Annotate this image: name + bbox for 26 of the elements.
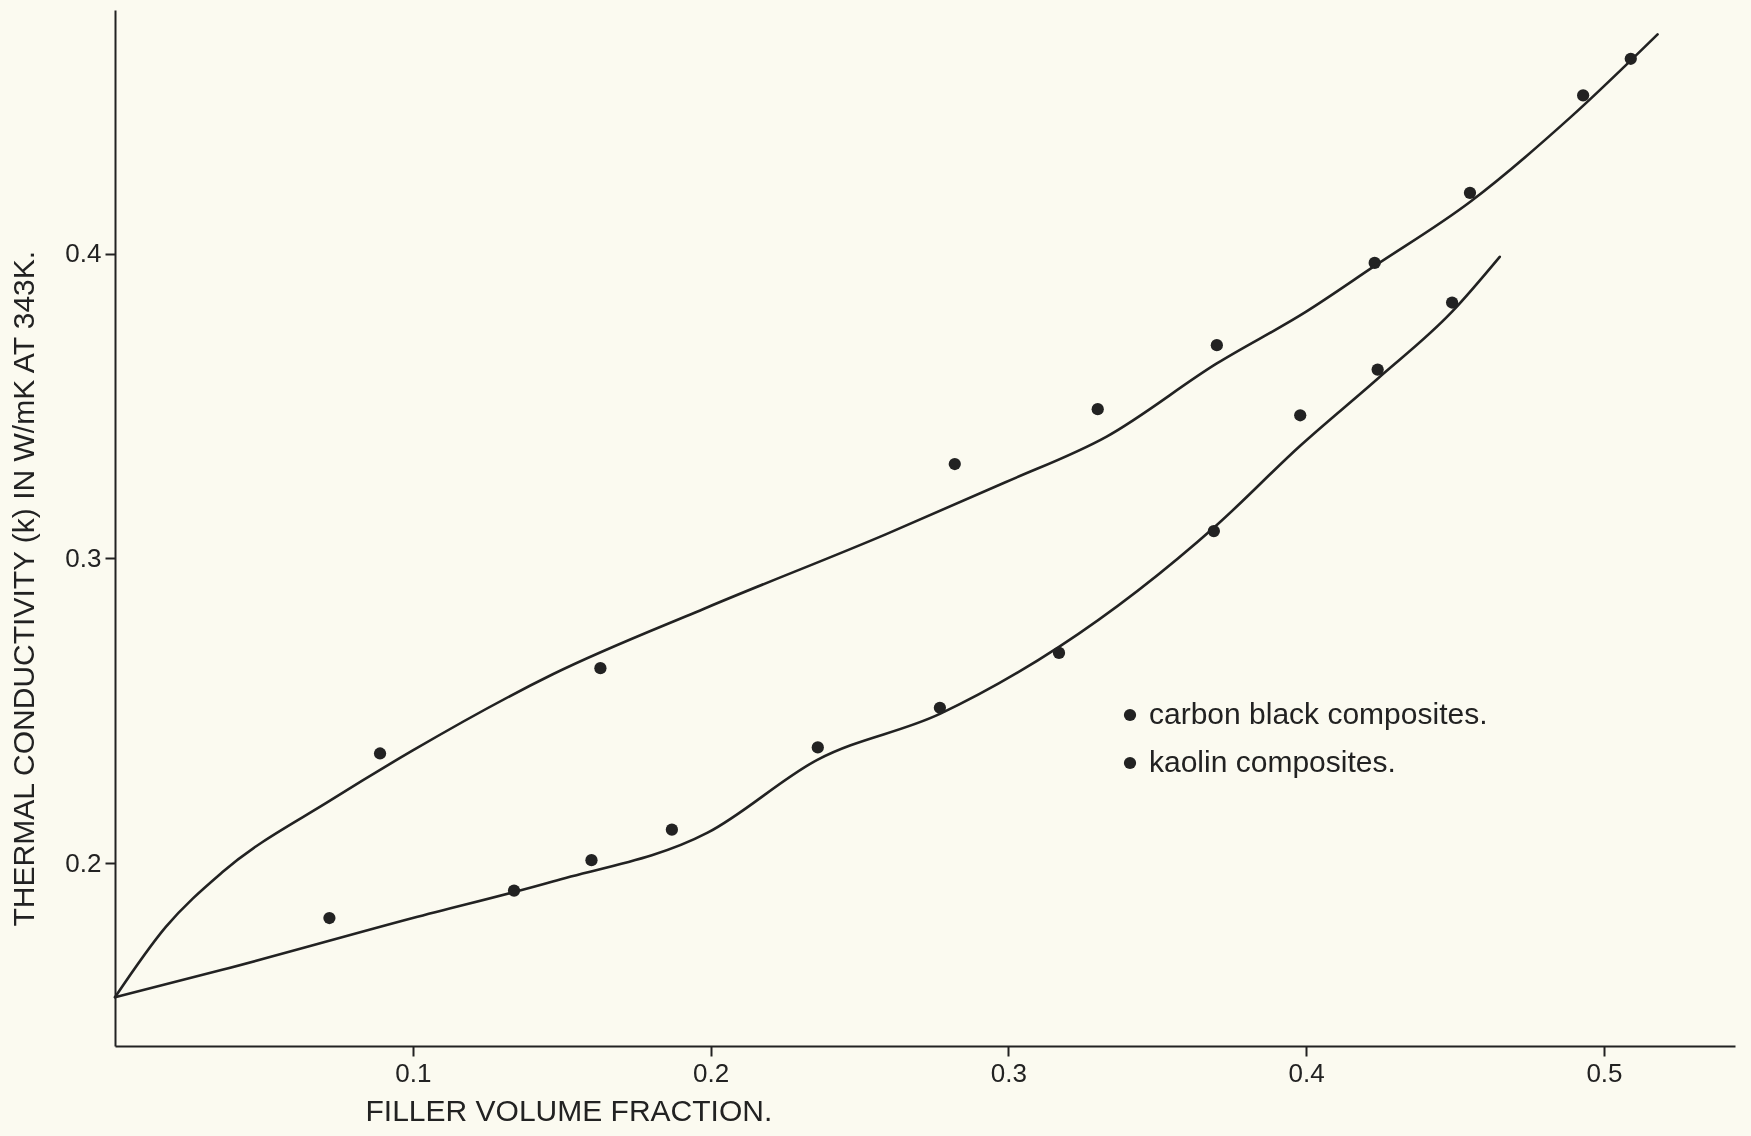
point [323,911,336,925]
point [948,457,961,471]
point [585,854,598,867]
x-tick-label: 0.1 [395,1057,432,1088]
legend-label: carbon black composites. [1149,697,1488,730]
y-tick-label: 0.3 [65,542,102,573]
legend-label: kaolin composites. [1149,745,1396,778]
point [1210,339,1223,352]
point [1371,363,1384,376]
point [1577,89,1590,102]
point [1445,296,1459,309]
point [811,741,824,754]
point [665,823,678,836]
y-tick-label: 0.2 [65,847,102,878]
x-axis-title: FILLER VOLUME FRACTION. [365,1093,773,1127]
point [1294,409,1307,422]
y-axis-title: THERMAL CONDUCTIVITY (k) IN W/mK AT 343K. [6,250,40,927]
x-tick-label: 0.5 [1586,1057,1623,1088]
point [373,747,387,760]
x-tick-label: 0.2 [693,1057,730,1088]
y-tick-label: 0.4 [65,238,102,269]
point [1091,403,1104,416]
point [594,662,607,675]
x-tick-label: 0.4 [1288,1057,1325,1088]
x-tick-label: 0.3 [990,1057,1027,1088]
point [1463,186,1477,199]
